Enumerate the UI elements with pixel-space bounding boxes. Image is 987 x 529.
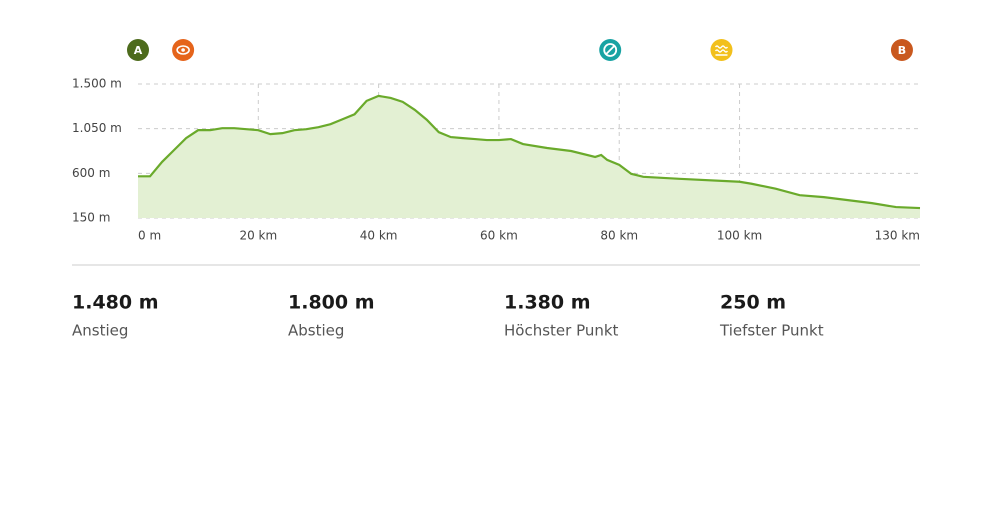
stat-value: 1.480 m [72,292,159,314]
y-tick-label: 150 m [72,211,110,225]
stat-label: Abstieg [288,322,344,340]
icon [605,45,615,55]
x-tick-label: 60 km [480,229,518,243]
stat-value: 1.800 m [288,292,375,314]
marker-label: A [134,44,143,57]
stat-label: Anstieg [72,322,128,340]
y-tick-label: 1.500 m [72,77,122,91]
x-tick-label: 100 km [717,229,762,243]
stat-label: Höchster Punkt [504,322,619,340]
icon [181,48,185,52]
stat-value: 1.380 m [504,292,591,314]
elevation-line [138,94,921,210]
x-tick-label: 130 km [875,229,920,243]
x-tick-label: 0 m [138,229,161,243]
y-tick-label: 600 m [72,166,110,180]
icon [176,45,190,55]
marker [127,39,149,61]
x-tick-label: 40 km [360,229,398,243]
x-tick-label: 20 km [239,229,277,243]
y-tick-label: 1.050 m [72,121,122,135]
icon [714,45,729,56]
x-tick-label: 80 km [600,229,638,243]
stat-value: 250 m [720,292,786,314]
elevation-area [138,95,920,218]
marker-label: B [898,44,906,57]
stat-label: Tiefster Punkt [719,322,824,340]
icon [603,43,618,57]
marker [890,39,913,61]
